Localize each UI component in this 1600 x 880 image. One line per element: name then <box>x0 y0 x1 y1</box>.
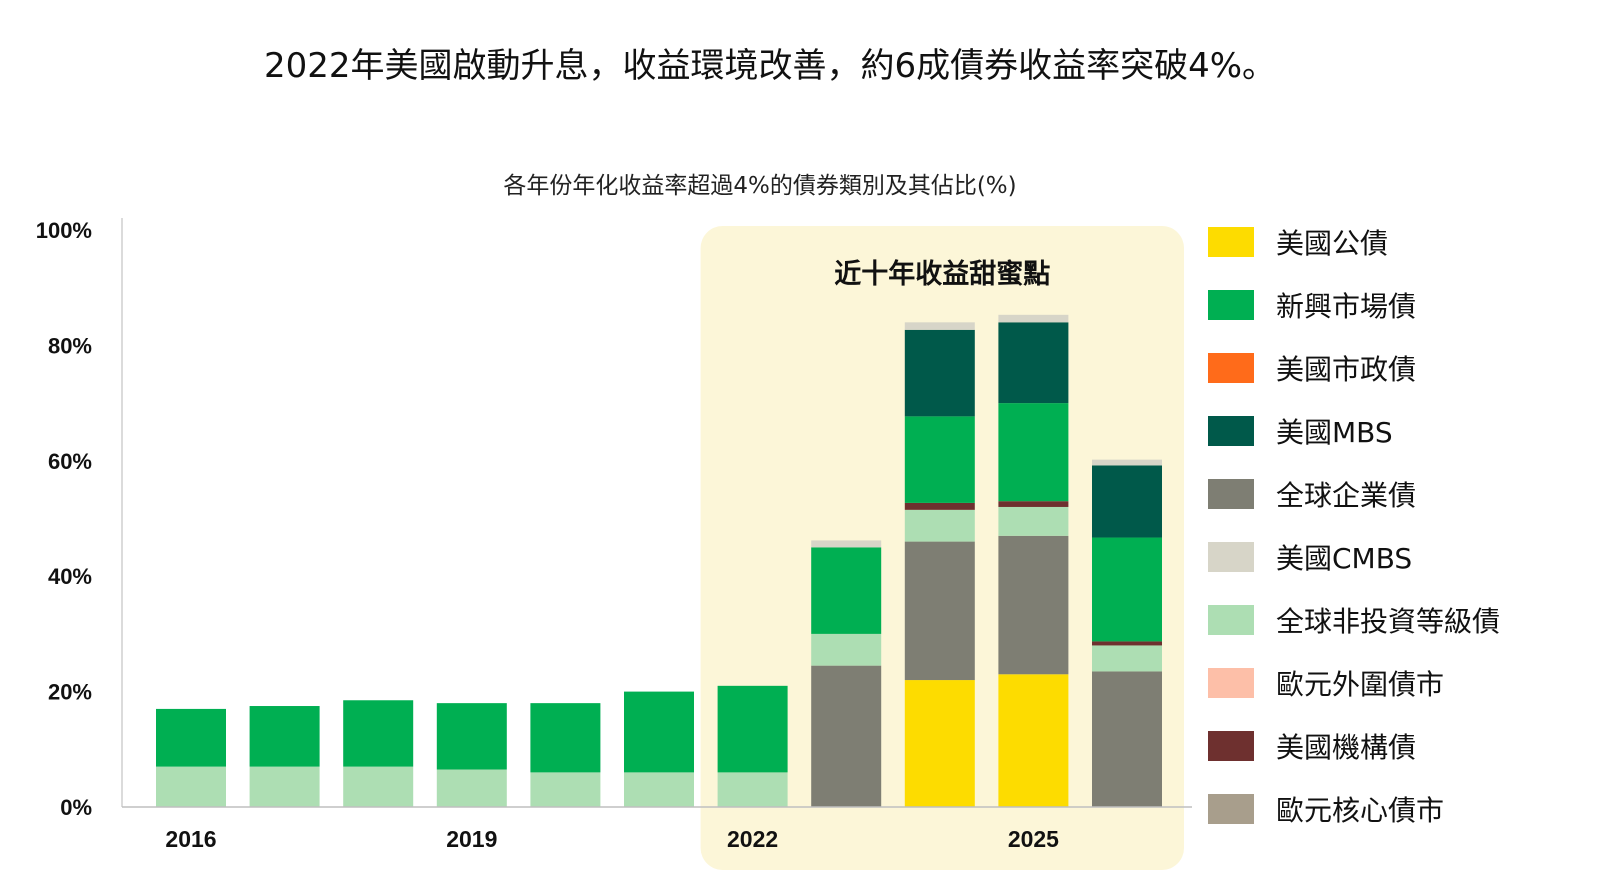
bar-segment <box>998 322 1069 404</box>
bar-segment <box>811 665 882 807</box>
legend-swatch <box>1208 415 1254 446</box>
bar-segment <box>343 766 414 807</box>
x-tick-label: 2016 <box>165 826 216 852</box>
legend-swatch <box>1208 541 1254 572</box>
bar-segment <box>998 535 1069 675</box>
legend-item: 全球企業債 <box>1208 462 1588 525</box>
bar-segment <box>717 772 788 807</box>
bar-segment <box>998 506 1069 536</box>
bar-segment <box>904 680 975 807</box>
bar-segment <box>904 541 975 681</box>
bar-segment <box>904 322 975 330</box>
legend-swatch <box>1208 226 1254 257</box>
bar-segment <box>811 633 882 666</box>
legend-item: 全球非投資等級債 <box>1208 588 1588 651</box>
legend-label: 歐元外圍債市 <box>1276 667 1445 701</box>
y-tick-label: 100% <box>36 218 92 243</box>
legend-item: 美國公債 <box>1208 210 1588 273</box>
legend-item: 美國MBS <box>1208 399 1588 462</box>
bar-segment <box>1092 459 1162 466</box>
bar-segment <box>904 329 975 417</box>
legend-swatch <box>1208 793 1254 824</box>
legend-item: 美國機構債 <box>1208 714 1588 777</box>
legend-label: 美國CMBS <box>1276 541 1413 575</box>
legend-swatch <box>1208 604 1254 635</box>
chart-title: 各年份年化收益率超過4%的債券類別及其佔比(%) <box>503 173 1016 199</box>
highlight-label: 近十年收益甜蜜點 <box>834 258 1050 290</box>
bar-segment <box>156 766 226 807</box>
bar-segment <box>530 772 601 807</box>
bar-segment <box>811 540 882 548</box>
bar-segment <box>1092 645 1162 672</box>
legend-item: 美國市政債 <box>1208 336 1588 399</box>
bar-segment <box>624 772 694 807</box>
bar-segment <box>811 547 882 634</box>
legend-item: 美國CMBS <box>1208 525 1588 588</box>
legend-swatch <box>1208 478 1254 509</box>
y-tick-label: 40% <box>48 564 92 589</box>
bar-segment <box>998 501 1069 507</box>
bar-segment <box>249 766 320 807</box>
bar-segment <box>530 703 601 773</box>
y-tick-label: 80% <box>48 333 92 358</box>
legend-swatch <box>1208 730 1254 761</box>
headline: 2022年美國啟動升息，收益環境改善，約6成債券收益率突破4%。 <box>263 46 1277 86</box>
x-tick-label: 2019 <box>446 826 497 852</box>
bar-segment <box>1092 671 1162 807</box>
bar-segment <box>436 703 507 770</box>
legend-item: 歐元核心債市 <box>1208 777 1588 840</box>
bar-segment <box>1092 465 1162 538</box>
legend-item: 新興市場債 <box>1208 273 1588 336</box>
legend-swatch <box>1208 352 1254 383</box>
bar-segment <box>998 674 1069 807</box>
legend-item: 歐元外圍債市 <box>1208 651 1588 714</box>
legend-label: 新興市場債 <box>1276 289 1417 323</box>
bar-segment <box>1092 537 1162 642</box>
bar-segment <box>156 708 226 767</box>
legend: 美國公債新興市場債美國市政債美國MBS 全球企業債美國CMBS 全球非投資等級債 歐元… <box>1208 210 1588 840</box>
legend-label: 美國MBS <box>1276 415 1393 449</box>
y-tick-label: 0% <box>60 795 92 820</box>
bar-segment <box>436 769 507 807</box>
legend-swatch <box>1208 667 1254 698</box>
bar-segment <box>624 691 694 773</box>
legend-label: 美國市政債 <box>1276 352 1417 386</box>
legend-label: 全球企業債 <box>1276 478 1417 512</box>
bar-segment <box>343 700 414 767</box>
bar-segment <box>904 416 975 503</box>
legend-label: 歐元核心債市 <box>1276 793 1445 827</box>
y-tick-label: 60% <box>48 449 92 474</box>
legend-label: 美國機構債 <box>1276 730 1417 764</box>
bar-segment <box>998 403 1069 502</box>
y-tick-label: 20% <box>48 680 92 705</box>
legend-label: 美國公債 <box>1276 226 1389 260</box>
x-tick-label: 2025 <box>1008 826 1059 852</box>
bar-segment <box>249 706 320 767</box>
bar-segment <box>1092 641 1162 646</box>
bar-segment <box>717 685 788 773</box>
bar-segment <box>998 314 1069 323</box>
x-tick-label: 2022 <box>727 826 778 852</box>
legend-label: 全球非投資等級債 <box>1276 604 1501 638</box>
bar-segment <box>904 502 975 510</box>
legend-swatch <box>1208 289 1254 320</box>
bar-segment <box>904 509 975 542</box>
